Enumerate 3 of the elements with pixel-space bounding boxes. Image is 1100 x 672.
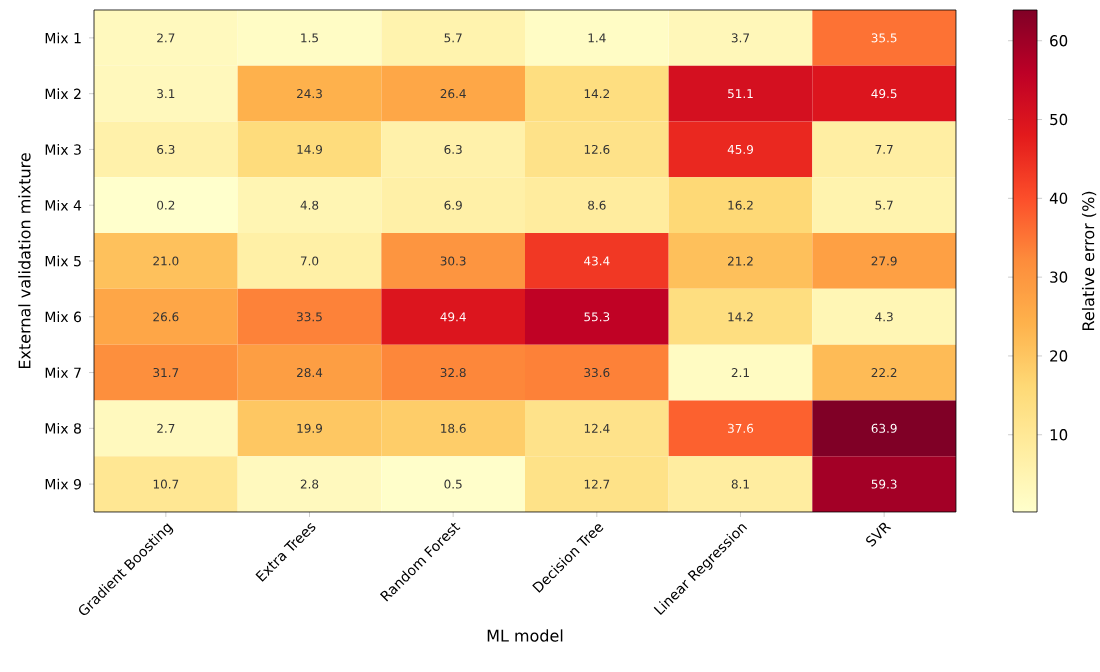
x-axis-title: ML model [487,629,563,642]
color-bar-title: Relative error (%) [1081,191,1097,330]
y-axis-title: External validation mixture [18,153,31,369]
